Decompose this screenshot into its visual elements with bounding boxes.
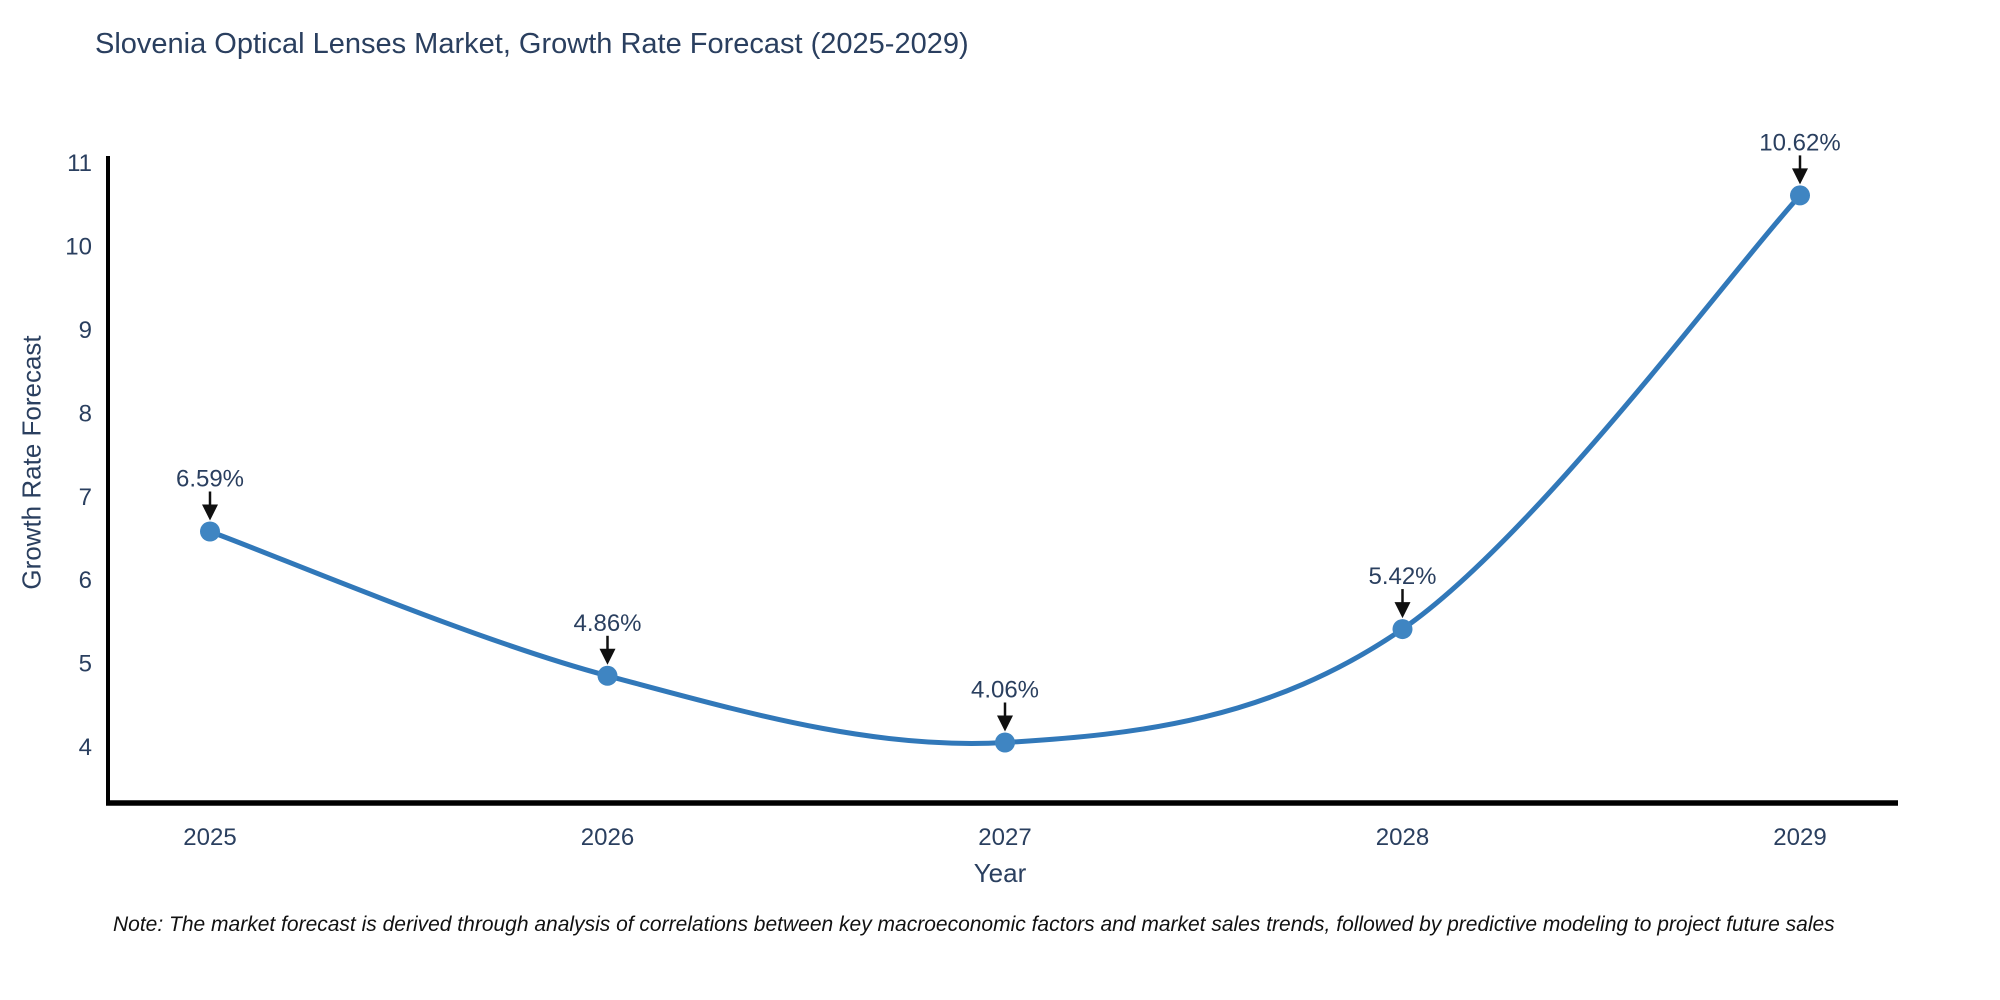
data-point-marker — [200, 521, 220, 542]
x-axis-title: Year — [973, 858, 1027, 888]
data-point-marker — [597, 665, 618, 686]
x-tick-label: 2026 — [581, 824, 634, 851]
data-point-marker — [1392, 619, 1413, 640]
point-annotation: 4.86% — [573, 610, 641, 637]
data-point-marker — [995, 732, 1015, 753]
annotation-arrowhead — [997, 715, 1013, 732]
y-tick-label: 11 — [67, 150, 92, 177]
annotation-arrowhead — [1394, 602, 1411, 619]
x-tick-label: 2027 — [978, 824, 1031, 851]
y-tick-label: 10 — [65, 234, 92, 261]
annotation-arrowhead — [599, 648, 616, 665]
y-tick-label: 5 — [79, 651, 92, 678]
y-tick-label: 4 — [79, 734, 92, 761]
point-annotation: 5.42% — [1368, 563, 1436, 590]
data-point-marker — [1790, 185, 1810, 206]
y-tick-label: 8 — [79, 400, 92, 427]
annotation-arrowhead — [202, 504, 218, 521]
footnote: Note: The market forecast is derived thr… — [113, 913, 1835, 936]
point-annotation: 6.59% — [176, 465, 244, 492]
y-tick-label: 6 — [79, 567, 92, 594]
y-tick-label: 7 — [79, 484, 92, 511]
point-annotation: 10.62% — [1759, 129, 1840, 156]
x-tick-label: 2029 — [1773, 824, 1826, 851]
forecast-line — [209, 193, 1802, 746]
point-annotation: 4.06% — [971, 676, 1039, 703]
annotation-arrowhead — [1792, 168, 1808, 185]
x-tick-label: 2028 — [1376, 824, 1429, 851]
y-tick-label: 9 — [79, 317, 92, 344]
x-tick-label: 2025 — [183, 824, 236, 851]
chart-title: Slovenia Optical Lenses Market, Growth R… — [95, 28, 969, 60]
